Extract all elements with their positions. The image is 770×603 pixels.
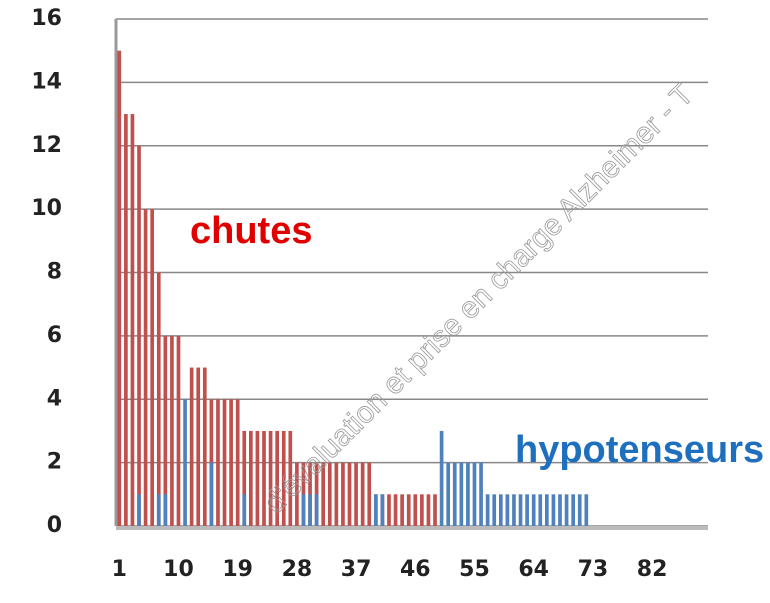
bar xyxy=(314,494,319,526)
bar xyxy=(558,494,562,526)
x-tick-label: 64 xyxy=(518,557,549,582)
legend-label: chutes xyxy=(190,210,312,252)
y-tick-label: 12 xyxy=(31,133,62,158)
x-tick-label: 46 xyxy=(400,557,431,582)
legend-label: hypotenseurs xyxy=(515,429,764,471)
y-tick-label: 6 xyxy=(47,323,62,348)
bar xyxy=(472,462,477,526)
bar xyxy=(321,462,326,526)
bar xyxy=(400,494,404,526)
bar xyxy=(387,494,391,526)
bar xyxy=(512,494,516,526)
bar xyxy=(209,462,214,526)
bar xyxy=(380,494,385,526)
bar xyxy=(143,209,148,526)
bar xyxy=(124,114,128,526)
bar xyxy=(137,494,141,526)
x-tick-label: 28 xyxy=(282,557,313,582)
bar xyxy=(196,367,201,526)
bar xyxy=(360,462,365,526)
bar xyxy=(459,462,464,526)
bar xyxy=(334,462,339,526)
bar xyxy=(433,494,437,526)
bar xyxy=(466,462,470,526)
bar xyxy=(156,272,161,526)
x-tick-label: 55 xyxy=(459,557,490,582)
bar xyxy=(163,335,168,526)
bar xyxy=(518,494,523,526)
bar xyxy=(229,399,233,526)
bar xyxy=(479,462,483,526)
bar xyxy=(446,462,451,526)
bar xyxy=(308,494,312,526)
bar xyxy=(170,335,174,526)
bar xyxy=(242,494,247,526)
bar xyxy=(492,494,497,526)
bar xyxy=(268,430,273,526)
bar xyxy=(367,462,372,526)
bar xyxy=(275,430,279,526)
bar xyxy=(577,494,582,526)
bar xyxy=(564,494,569,526)
bar xyxy=(393,494,398,526)
bar xyxy=(426,494,431,526)
bar xyxy=(498,494,503,526)
y-tick-label: 0 xyxy=(47,513,62,538)
bar xyxy=(485,494,490,526)
x-tick-label: 19 xyxy=(222,557,253,582)
bar xyxy=(439,430,444,526)
bar xyxy=(505,494,510,526)
bar xyxy=(189,367,194,526)
y-tick-label: 2 xyxy=(47,450,62,475)
bar xyxy=(222,399,227,526)
bar xyxy=(354,462,358,526)
bar xyxy=(347,462,352,526)
bar xyxy=(150,209,155,526)
y-tick-label: 14 xyxy=(31,69,62,94)
bar xyxy=(156,494,161,526)
bar xyxy=(202,367,207,526)
bar xyxy=(341,462,345,526)
bar xyxy=(373,494,378,526)
bar xyxy=(281,430,286,526)
x-tick-label: 73 xyxy=(578,557,609,582)
bar xyxy=(288,430,293,526)
y-tick-label: 4 xyxy=(47,386,62,411)
bar xyxy=(163,494,168,526)
bar xyxy=(452,462,457,526)
y-tick-label: 16 xyxy=(31,6,62,31)
bar xyxy=(262,430,266,526)
bar xyxy=(183,399,187,526)
bar xyxy=(117,50,122,526)
x-tick-label: 82 xyxy=(637,557,668,582)
bar xyxy=(584,494,589,526)
bar xyxy=(176,335,181,526)
y-tick-label: 10 xyxy=(31,196,62,221)
bar xyxy=(216,399,220,526)
bar xyxy=(538,494,543,526)
y-tick-label: 8 xyxy=(47,260,62,285)
bar xyxy=(406,494,411,526)
bar xyxy=(327,462,332,526)
x-axis xyxy=(116,526,708,530)
bar xyxy=(242,430,247,526)
bar xyxy=(551,494,556,526)
bar xyxy=(235,399,240,526)
bar xyxy=(531,494,536,526)
x-tick-label: 1 xyxy=(112,557,127,582)
bar xyxy=(255,430,260,526)
x-tick-label: 37 xyxy=(341,557,372,582)
bar xyxy=(545,494,549,526)
bar xyxy=(137,145,141,526)
bar xyxy=(420,494,424,526)
bar xyxy=(525,494,529,526)
bar xyxy=(295,462,299,526)
bar xyxy=(301,494,306,526)
bar xyxy=(413,494,418,526)
bar xyxy=(130,114,135,526)
x-tick-label: 10 xyxy=(163,557,194,582)
bar xyxy=(249,430,253,526)
bar xyxy=(571,494,575,526)
